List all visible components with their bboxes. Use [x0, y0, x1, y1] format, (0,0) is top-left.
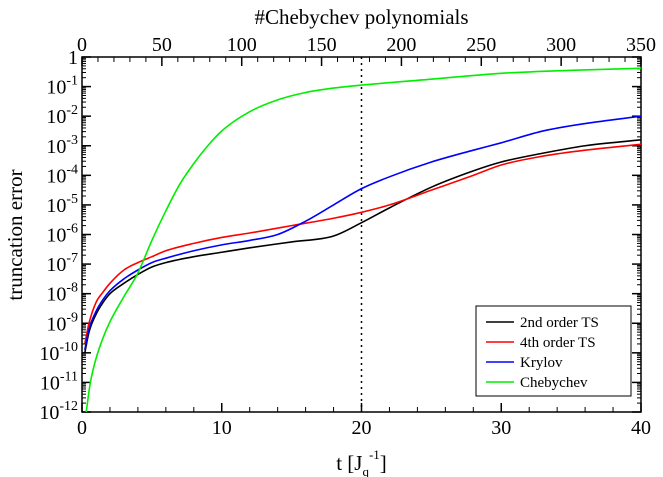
series-line-4th-order-ts: [84, 143, 641, 345]
y-tick-label: 1: [68, 47, 78, 69]
x-tick-label: 20: [352, 417, 372, 439]
x2-tick-label: 100: [227, 34, 257, 56]
tick-labels: 0 10 20 30 40 0 50 100 150 200 250 300 350 1 10-1 10-2 1…: [39, 34, 656, 439]
y-tick-label: 10-8: [46, 281, 78, 306]
y-tick-label: 10-4: [46, 162, 78, 187]
x-tick-label: 0: [77, 417, 87, 439]
y-tick-label: 10-5: [46, 192, 78, 217]
x2-tick-label: 50: [152, 34, 172, 56]
legend-label-4th-order-ts: 4th order TS: [520, 335, 596, 351]
y-tick-label: 10-3: [46, 133, 78, 158]
legend-label-chebychev: Chebychev: [520, 375, 588, 391]
x2-tick-label: 150: [307, 34, 337, 56]
series-line-chebychev: [85, 67, 641, 412]
y-tick-label: 10-12: [39, 399, 78, 424]
legend-label-2nd-order-ts: 2nd order TS: [520, 315, 599, 331]
y-tick-label: 10-11: [40, 369, 78, 394]
x2-axis-title: #Chebychev polynomials: [254, 5, 468, 29]
y-tick-label: 10-2: [46, 103, 78, 128]
y-tick-label: 10-1: [46, 74, 78, 99]
x-tick-label: 30: [491, 417, 511, 439]
y-tick-label: 10-10: [39, 340, 78, 365]
x-axis-title: t [Jq-1]: [336, 447, 387, 477]
x-tick-label: 10: [212, 417, 232, 439]
series-line-2nd-order-ts: [84, 139, 641, 353]
series-lines: [84, 67, 641, 412]
y-tick-label: 10-9: [46, 310, 78, 335]
y-tick-label: 10-6: [46, 222, 78, 247]
x2-tick-label: 250: [466, 34, 496, 56]
legend-label-krylov: Krylov: [520, 355, 563, 371]
x2-tick-label: 200: [386, 34, 416, 56]
legend: 2nd order TS 4th order TS Krylov Chebychev: [475, 305, 632, 397]
series-line-krylov: [84, 115, 641, 351]
x2-tick-label: 300: [546, 34, 576, 56]
x2-tick-label: 350: [626, 34, 656, 56]
x2-tick-label: 0: [77, 34, 87, 56]
legend-box: [475, 305, 632, 397]
x-tick-label: 40: [631, 417, 651, 439]
axis-ticks: [81, 56, 642, 413]
y-tick-label: 10-7: [46, 251, 78, 276]
y-axis-title: truncation error: [3, 169, 27, 300]
